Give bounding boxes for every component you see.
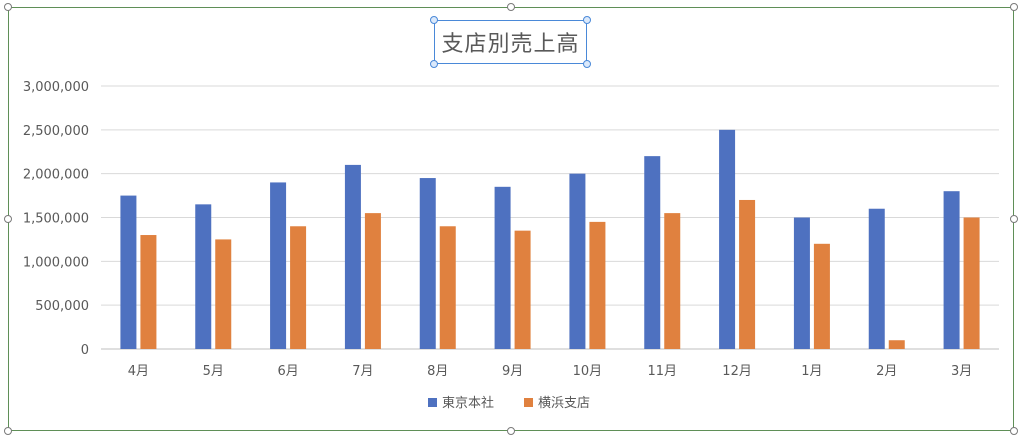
legend-label: 東京本社 xyxy=(442,395,494,411)
legend[interactable]: 東京本社 横浜支店 xyxy=(428,395,590,411)
title-handle-top-right[interactable] xyxy=(583,16,591,24)
y-tick-label: 2,500,000 xyxy=(23,124,89,139)
legend-label: 横浜支店 xyxy=(538,396,590,411)
resize-handle-top-center[interactable] xyxy=(507,3,515,11)
y-tick-label: 0 xyxy=(81,343,89,358)
x-tick-label: 10月 xyxy=(573,364,603,379)
chart-title-box[interactable]: 支店別売上高 xyxy=(434,20,587,64)
bar-1 xyxy=(419,178,436,349)
bar-2 xyxy=(215,239,232,349)
gridlines xyxy=(101,85,999,350)
bar-2 xyxy=(514,230,531,349)
bars xyxy=(120,129,980,349)
x-tick-label: 12月 xyxy=(722,364,752,379)
chart-title: 支店別売上高 xyxy=(441,32,580,57)
bar-2 xyxy=(589,221,606,349)
bar-1 xyxy=(719,129,736,349)
bar-1 xyxy=(943,191,960,349)
legend-swatch xyxy=(428,398,437,407)
y-tick-label: 1,500,000 xyxy=(23,212,89,227)
chart-area[interactable]: 0 500,000 1,000,000 1,500,000 2,000,000 2,500… xyxy=(8,7,1014,431)
x-tick-label: 6月 xyxy=(277,364,298,379)
legend-swatch xyxy=(524,398,533,407)
resize-handle-bottom-left[interactable] xyxy=(4,427,12,435)
resize-handle-middle-right[interactable] xyxy=(1010,215,1018,223)
x-tick-label: 8月 xyxy=(427,364,448,379)
y-axis-ticks: 0 500,000 1,000,000 1,500,000 2,000,000 2,500… xyxy=(23,80,89,358)
bar-2 xyxy=(364,213,381,349)
resize-handle-top-left[interactable] xyxy=(4,3,12,11)
y-tick-label: 2,000,000 xyxy=(23,168,89,183)
bar-1 xyxy=(344,164,361,349)
title-handle-bottom-left[interactable] xyxy=(430,60,438,68)
bar-1 xyxy=(569,173,586,349)
x-tick-label: 5月 xyxy=(203,364,224,379)
x-tick-label: 4月 xyxy=(128,364,149,379)
resize-handle-bottom-center[interactable] xyxy=(507,427,515,435)
title-handle-bottom-right[interactable] xyxy=(583,60,591,68)
bar-1 xyxy=(494,186,511,349)
bar-2 xyxy=(140,235,157,349)
x-tick-label: 9月 xyxy=(502,364,523,379)
x-tick-label: 11月 xyxy=(647,364,677,379)
y-tick-label: 1,000,000 xyxy=(23,255,89,270)
y-tick-label: 3,000,000 xyxy=(23,80,89,95)
bar-2 xyxy=(963,217,980,349)
title-handle-top-left[interactable] xyxy=(430,16,438,24)
bar-1 xyxy=(195,204,212,349)
resize-handle-top-right[interactable] xyxy=(1010,3,1018,11)
resize-handle-middle-left[interactable] xyxy=(4,215,12,223)
x-tick-label: 1月 xyxy=(801,364,822,379)
bar-2 xyxy=(439,226,456,349)
y-tick-label: 500,000 xyxy=(35,299,89,314)
bar-2 xyxy=(739,199,756,349)
x-tick-label: 7月 xyxy=(352,364,373,379)
bar-1 xyxy=(644,156,661,349)
bar-1 xyxy=(270,182,287,349)
chart-plot: 0 500,000 1,000,000 1,500,000 2,000,000 2,500… xyxy=(23,80,999,411)
x-axis-ticks: 4月 5月 6月 7月 8月 9月 10月 11月 12月 1月 2月 3月 xyxy=(128,364,972,379)
bar-1 xyxy=(120,195,137,349)
bar-2 xyxy=(290,226,307,349)
bar-2 xyxy=(888,340,905,349)
x-tick-label: 3月 xyxy=(951,364,972,379)
bar-2 xyxy=(664,213,681,349)
bar-2 xyxy=(813,243,830,349)
bar-1 xyxy=(868,208,885,349)
resize-handle-bottom-right[interactable] xyxy=(1010,427,1018,435)
x-tick-label: 2月 xyxy=(876,364,897,379)
bar-1 xyxy=(793,217,810,349)
